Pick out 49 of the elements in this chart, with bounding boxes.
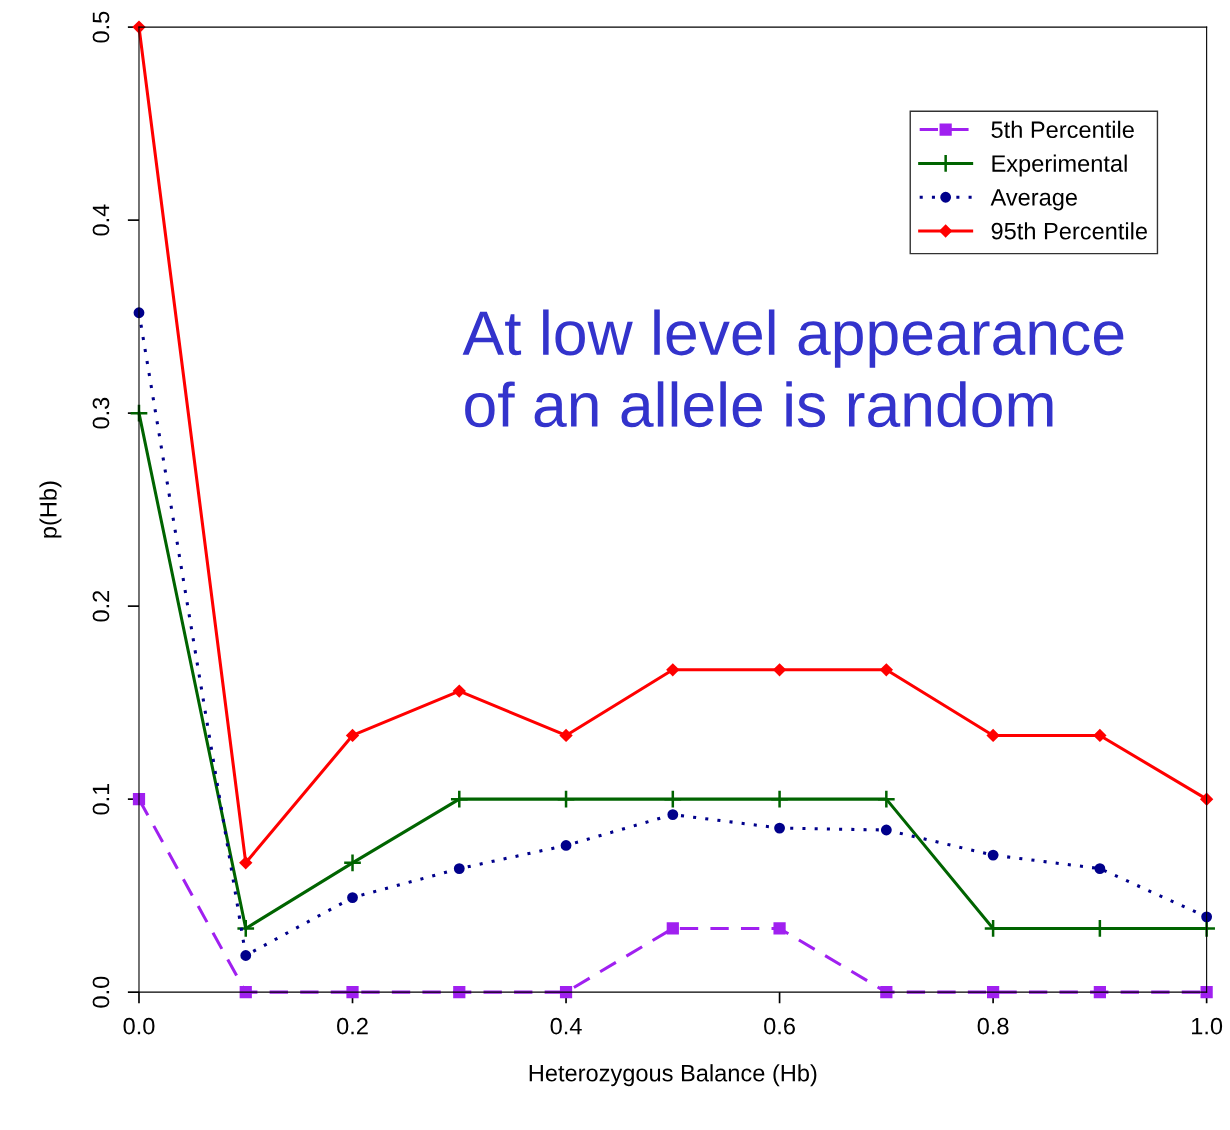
point (453, 863, 465, 875)
point (666, 922, 679, 935)
y-tick-label: 0.1 (92, 783, 110, 815)
point (347, 892, 358, 903)
legend-label: Average (990, 189, 1077, 211)
point (346, 729, 359, 742)
x-tick-label: 0.6 (764, 1017, 795, 1035)
point (773, 922, 786, 935)
legend-label: 95th Percentile (991, 222, 1147, 240)
point (876, 789, 896, 809)
point (1201, 911, 1213, 923)
x-tick-label: 0.8 (977, 1017, 1009, 1035)
point (236, 918, 256, 939)
point (987, 849, 999, 861)
x-tick-label: 0.2 (337, 1017, 368, 1035)
x-tick-label: 1.0 (1192, 1017, 1223, 1035)
point (880, 663, 893, 676)
point (773, 663, 786, 676)
y-tick-label: 0.4 (92, 204, 110, 236)
x-tick-label: 0.0 (123, 1017, 155, 1035)
point (342, 853, 363, 873)
x-tick-label: 0.4 (550, 1017, 582, 1035)
point (449, 789, 469, 809)
x-axis-title: Heterozygous Balance (Hb) (529, 1064, 817, 1087)
point (1200, 792, 1213, 806)
point (559, 729, 573, 742)
point (880, 824, 892, 836)
point (667, 809, 679, 820)
point (1093, 729, 1107, 742)
y-tick-label: 0.2 (92, 590, 110, 622)
y-axis-title: p(Hb) (39, 481, 62, 538)
annotation: At low level appearance of an allele is random (462, 309, 1124, 428)
y-tick-label: 0.5 (92, 11, 110, 43)
y-tick-label: 0.0 (92, 976, 110, 1008)
point (1094, 863, 1106, 875)
point (666, 663, 679, 676)
point (986, 729, 1000, 742)
point (239, 856, 252, 869)
legend-label: Experimental (992, 154, 1127, 177)
point (556, 789, 576, 809)
point (453, 684, 466, 698)
point (663, 789, 683, 809)
point (240, 950, 252, 961)
legend-label: 5th Percentile (991, 120, 1134, 139)
y-tick-label: 0.3 (92, 397, 110, 429)
point (560, 840, 572, 851)
point (769, 789, 790, 809)
point (774, 822, 785, 834)
point (346, 986, 359, 999)
